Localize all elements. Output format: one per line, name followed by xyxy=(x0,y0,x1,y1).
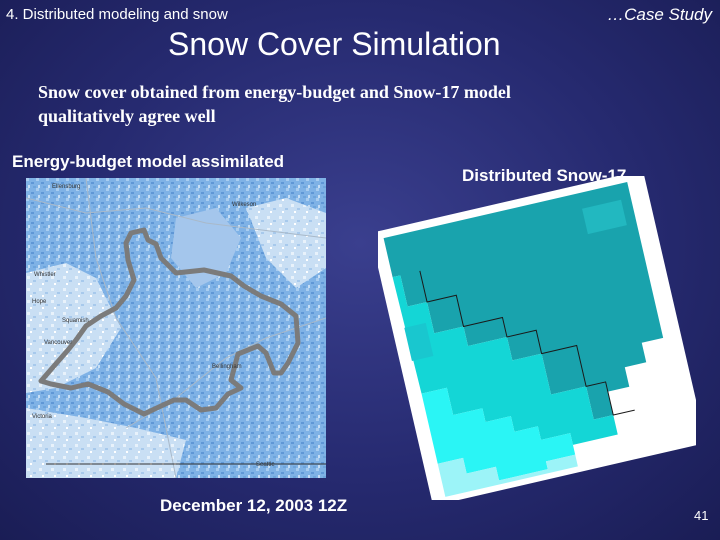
road xyxy=(26,197,326,239)
snow-region-dark xyxy=(383,181,664,420)
place-name: Bellingham xyxy=(212,364,242,370)
slide-title: Snow Cover Simulation xyxy=(168,26,501,62)
place-name: Hope xyxy=(32,299,47,305)
road xyxy=(85,178,177,478)
place-name: Victoria xyxy=(32,414,53,420)
place-name: Seattle xyxy=(256,462,275,468)
lowland-area-east xyxy=(246,198,326,288)
lowland-area-south xyxy=(26,408,186,478)
place-name: Wilkeson xyxy=(232,202,256,208)
energy-budget-map-svg: Ellensburg Wilkeson Whistler Hope Squami… xyxy=(26,178,326,478)
place-name: Ellensburg xyxy=(52,184,80,190)
case-study-label: …Case Study xyxy=(607,5,712,24)
place-name: Whistler xyxy=(34,272,56,278)
snow-patch xyxy=(582,199,627,235)
snow-region-bright xyxy=(421,387,576,481)
snow17-label: Distributed Snow-17 xyxy=(462,166,627,185)
snow17-map xyxy=(378,176,696,500)
snow-region-light xyxy=(437,454,578,497)
page-number: 41 xyxy=(694,508,709,523)
region-outline xyxy=(419,270,635,416)
snow-region-cyan xyxy=(392,275,618,445)
energy-budget-map: Ellensburg Wilkeson Whistler Hope Squami… xyxy=(26,178,326,478)
snow17-map-svg xyxy=(378,176,696,500)
place-name: Squamish xyxy=(62,318,89,324)
section-label: 4. Distributed modeling and snow xyxy=(6,6,228,23)
valley-area xyxy=(171,208,241,288)
date-label: December 12, 2003 12Z xyxy=(160,496,348,515)
snow-patch xyxy=(404,322,434,361)
place-name: Vancouver xyxy=(44,340,72,346)
watershed-boundary xyxy=(38,227,301,417)
lowland-area xyxy=(26,263,121,393)
slide-subtitle: Snow cover obtained from energy-budget a… xyxy=(38,82,511,126)
energy-budget-label: Energy-budget model assimilated xyxy=(12,152,285,171)
